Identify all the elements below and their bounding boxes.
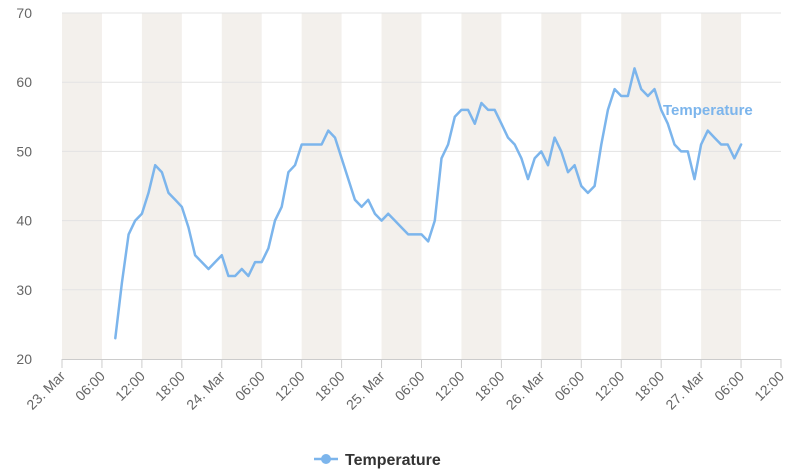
grid-lines <box>62 12 781 291</box>
series-line <box>114 67 743 340</box>
x-tick-label: 27. Mar <box>662 368 707 413</box>
shaded-band <box>541 13 582 359</box>
shaded-band <box>62 13 102 359</box>
shaded-band <box>141 13 182 359</box>
x-tick-label: 06:00 <box>232 368 268 404</box>
shaded-bands <box>62 13 742 359</box>
x-tick-label: 26. Mar <box>503 368 548 413</box>
y-axis: 20 30 40 50 60 70 <box>16 5 32 367</box>
x-tick-label: 18:00 <box>471 368 507 404</box>
x-tick-label: 12:00 <box>751 368 787 404</box>
shaded-band <box>621 13 662 359</box>
x-tick-label: 18:00 <box>631 368 667 404</box>
x-tick-label: 12:00 <box>591 368 627 404</box>
y-tick-label: 30 <box>16 282 32 298</box>
y-tick-label: 70 <box>16 5 32 21</box>
shaded-band <box>461 13 502 359</box>
x-tick-label: 06:00 <box>392 368 428 404</box>
x-tick-label: 12:00 <box>272 368 308 404</box>
series-label: Temperature <box>663 102 753 119</box>
y-tick-label: 50 <box>16 143 32 159</box>
legend[interactable]: Temperature <box>314 452 441 469</box>
x-tick-label: 06:00 <box>72 368 108 404</box>
legend-item-temperature[interactable]: Temperature <box>345 452 441 469</box>
x-tick-label: 23. Mar <box>23 368 68 413</box>
y-tick-label: 60 <box>16 74 32 90</box>
x-tick-label: 12:00 <box>112 368 148 404</box>
shaded-band <box>701 13 742 359</box>
shaded-band <box>381 13 422 359</box>
x-tick-label: 12:00 <box>431 368 467 404</box>
x-tick-label: 06:00 <box>551 368 587 404</box>
y-tick-label: 40 <box>16 213 32 229</box>
x-tick-label: 18:00 <box>312 368 348 404</box>
x-tick-label: 25. Mar <box>343 368 388 413</box>
series-group <box>114 67 743 340</box>
shaded-band <box>301 13 342 359</box>
x-tick-label: 18:00 <box>152 368 188 404</box>
legend-dot-marker[interactable] <box>321 454 331 464</box>
y-tick-label: 20 <box>16 351 32 367</box>
x-tick-label: 24. Mar <box>183 368 228 413</box>
shaded-band <box>221 13 262 359</box>
x-tick-label: 06:00 <box>711 368 747 404</box>
